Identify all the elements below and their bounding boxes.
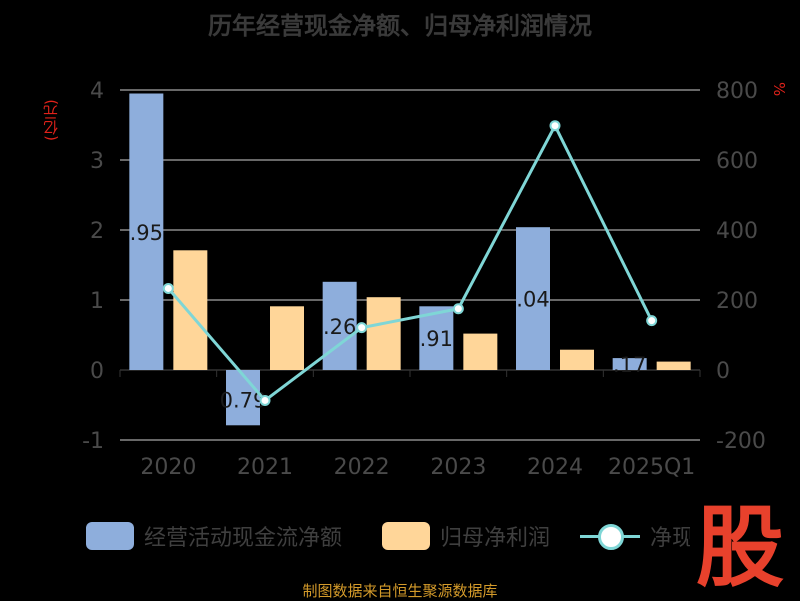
legend-item-ratio[interactable]: 净现	[580, 518, 694, 554]
right-tick-label: 0	[716, 359, 730, 384]
line-point	[356, 322, 368, 334]
legend-item-operating-cash[interactable]: 经营活动现金流净额	[86, 518, 342, 554]
bar-data-label: .04	[516, 288, 549, 312]
x-tick-label: 2020	[140, 455, 196, 480]
x-tick-label: 2025Q1	[608, 455, 695, 480]
bar-operating-cash	[226, 370, 260, 426]
line-point	[162, 282, 174, 294]
brand-logo: 股	[690, 498, 790, 590]
right-axis-unit: %	[770, 82, 788, 97]
line-point	[452, 303, 464, 315]
line-point	[549, 120, 561, 132]
right-tick-label: 200	[716, 289, 758, 314]
bar-operating-cash	[612, 358, 647, 370]
right-tick-label: 800	[716, 79, 758, 104]
line-point	[259, 394, 271, 406]
bar-net-profit	[560, 349, 594, 370]
bar-net-profit	[366, 297, 401, 370]
left-tick-label: 3	[90, 149, 104, 174]
line-point	[646, 315, 658, 327]
x-tick-label: 2022	[334, 455, 390, 480]
bar-data-label: .17	[613, 353, 646, 377]
right-tick-label: -200	[716, 429, 766, 454]
bar-net-profit	[463, 333, 498, 370]
legend-label-net-profit: 归母净利润	[440, 526, 551, 551]
legend-swatch-ratio-line	[580, 522, 640, 550]
left-tick-label: 1	[90, 289, 104, 314]
bar-net-profit	[656, 361, 691, 370]
legend-label-ratio: 净现	[650, 526, 695, 551]
left-tick-label: -1	[82, 429, 104, 454]
x-tick-label: 2023	[430, 455, 486, 480]
legend-item-net-profit[interactable]: 归母净利润	[382, 518, 550, 554]
left-tick-label: 4	[90, 79, 104, 104]
right-tick-label: 400	[716, 219, 758, 244]
bar-data-label: .95	[130, 221, 163, 245]
bar-operating-cash	[419, 306, 454, 370]
bar-operating-cash	[322, 281, 357, 370]
bar-operating-cash	[516, 227, 550, 370]
data-source-note: 制图数据来自恒生聚源数据库	[302, 582, 498, 600]
x-tick-label: 2021	[237, 455, 293, 480]
x-tick-label: 2024	[527, 455, 583, 480]
line-ratio	[167, 122, 654, 403]
left-tick-label: 2	[90, 219, 104, 244]
chart-title: 历年经营现金净额、归母净利润情况	[208, 12, 592, 40]
bar-operating-cash	[129, 93, 164, 370]
left-tick-label: 0	[90, 359, 104, 384]
chart-legend: 经营活动现金流净额 归母净利润 净现	[0, 518, 800, 558]
right-tick-label: 600	[716, 149, 758, 174]
bar-net-profit	[173, 250, 208, 370]
legend-swatch-operating-cash	[86, 522, 134, 550]
legend-label-operating-cash: 经营活动现金流净额	[144, 526, 343, 551]
bar-net-profit	[270, 306, 304, 370]
logo-glyph: 股	[696, 498, 784, 590]
legend-swatch-net-profit	[382, 522, 430, 550]
bar-data-label: .91	[420, 327, 453, 351]
